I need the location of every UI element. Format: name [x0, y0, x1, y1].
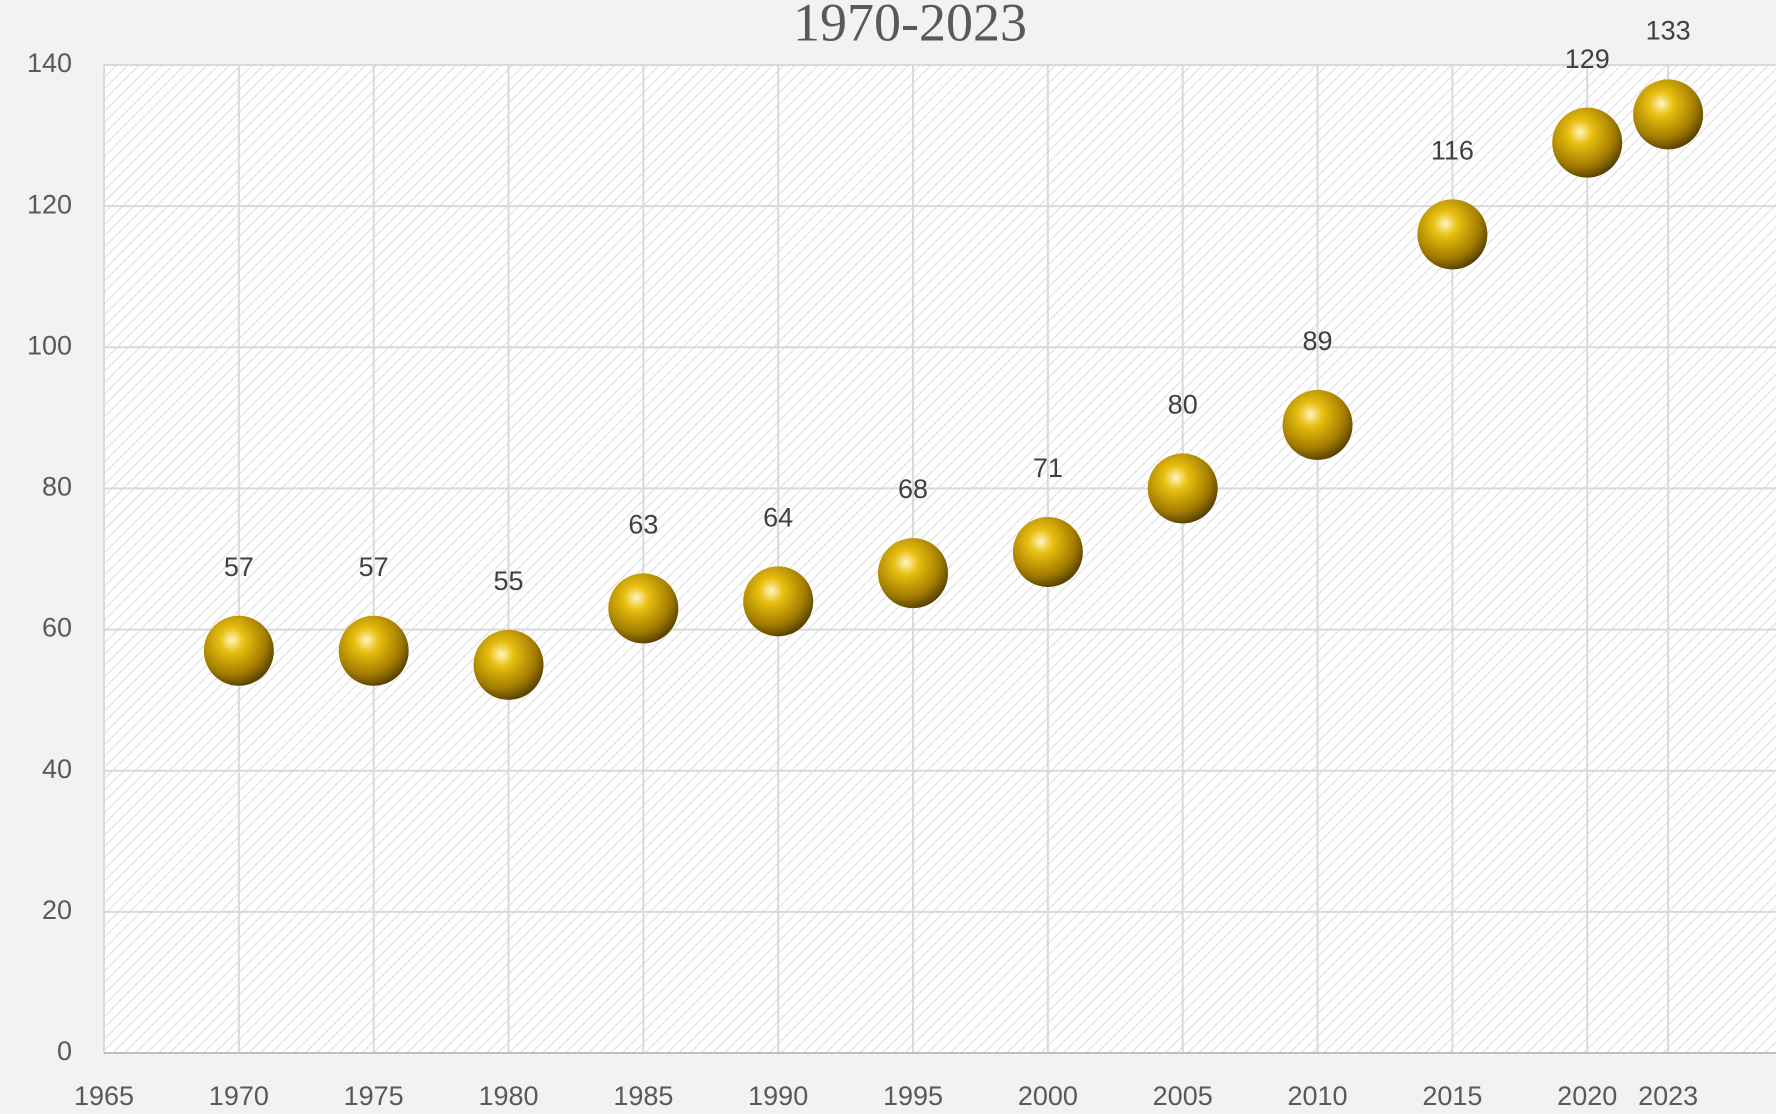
data-label: 57	[359, 552, 389, 582]
x-tick-label: 1990	[748, 1081, 808, 1111]
x-tick-label: 1970	[209, 1081, 269, 1111]
x-tick-label: 2010	[1288, 1081, 1348, 1111]
data-label: 133	[1646, 16, 1691, 46]
x-tick-label: 1965	[74, 1081, 134, 1111]
chart-title: 1970-2023	[793, 0, 1027, 52]
y-tick-label: 0	[57, 1036, 72, 1066]
x-tick-label: 1995	[883, 1081, 943, 1111]
data-label: 89	[1303, 326, 1333, 356]
point	[338, 615, 409, 686]
x-tick-label: 1985	[613, 1081, 673, 1111]
x-tick-label: 1980	[478, 1081, 538, 1111]
point	[203, 615, 274, 686]
point	[1012, 516, 1083, 587]
x-tick-label: 2000	[1018, 1081, 1078, 1111]
y-tick-label: 120	[27, 189, 72, 219]
x-tick-label: 2023	[1638, 1081, 1698, 1111]
y-tick-label: 80	[42, 472, 72, 502]
data-label: 116	[1431, 135, 1474, 165]
y-tick-label: 40	[42, 754, 72, 784]
point	[878, 538, 949, 609]
point	[608, 573, 679, 644]
y-tick-label: 20	[42, 895, 72, 925]
data-label: 64	[763, 502, 793, 532]
data-label: 80	[1168, 390, 1198, 420]
data-label: 68	[898, 474, 928, 504]
data-label: 57	[224, 552, 254, 582]
y-tick-label: 100	[27, 330, 72, 360]
point	[473, 629, 544, 700]
y-tick-label: 140	[27, 48, 72, 78]
point	[1417, 199, 1488, 270]
x-tick-label: 1975	[344, 1081, 404, 1111]
data-label: 55	[493, 566, 523, 596]
point	[1282, 389, 1353, 460]
data-label: 129	[1565, 44, 1610, 74]
point	[1147, 453, 1218, 524]
data-label: 63	[628, 510, 658, 540]
data-label: 71	[1033, 453, 1063, 483]
x-tick-label: 2005	[1153, 1081, 1213, 1111]
x-tick-label: 2015	[1422, 1081, 1482, 1111]
point	[1552, 107, 1623, 178]
y-tick-label: 60	[42, 613, 72, 643]
point	[1633, 79, 1704, 150]
point	[743, 566, 814, 637]
x-tick-label: 2020	[1557, 1081, 1617, 1111]
